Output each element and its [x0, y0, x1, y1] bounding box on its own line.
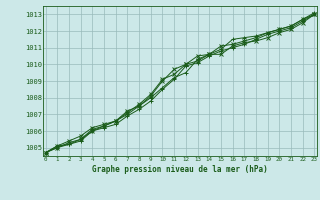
- X-axis label: Graphe pression niveau de la mer (hPa): Graphe pression niveau de la mer (hPa): [92, 165, 268, 174]
